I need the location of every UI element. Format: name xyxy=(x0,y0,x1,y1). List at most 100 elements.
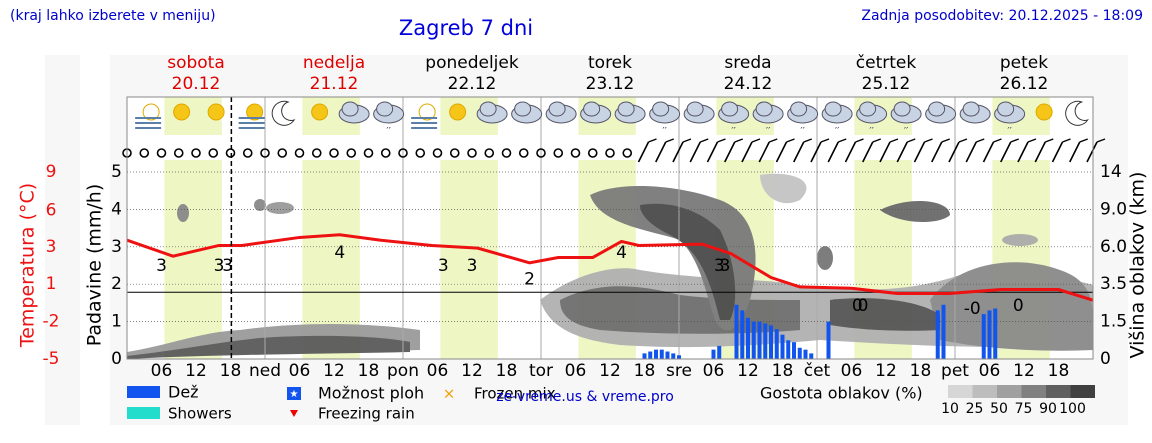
wind-barb xyxy=(889,138,899,143)
precip-bar xyxy=(774,329,779,359)
rain-icon: ′′ xyxy=(386,126,391,137)
cloud-legend-swatch xyxy=(1046,385,1071,398)
cloud-icon xyxy=(583,101,601,117)
wind-barb xyxy=(844,141,857,163)
precip-bar xyxy=(797,347,802,359)
calm-wind xyxy=(225,148,236,158)
calm-wind xyxy=(294,148,305,158)
cloud-height-axis-title: Višina oblakov (km) xyxy=(1127,172,1149,359)
legend-label: Možnost ploh xyxy=(318,384,424,403)
precip-bar xyxy=(780,334,785,359)
calm-wind xyxy=(553,148,564,158)
calm-wind xyxy=(277,148,288,158)
sun-icon xyxy=(207,103,225,121)
legend-swatch xyxy=(127,386,160,398)
wind-barb xyxy=(803,138,812,143)
cloud-area xyxy=(830,298,940,331)
wind-barb xyxy=(1027,138,1037,143)
daylight-band xyxy=(440,160,498,359)
temperature-label: 3 xyxy=(222,256,233,276)
cloud-legend-title: Gostota oblakov (%) xyxy=(760,384,923,403)
x-tick-label: 18 xyxy=(358,361,380,381)
precip-bar xyxy=(792,342,796,359)
x-tick-label: 18 xyxy=(1048,361,1070,381)
x-tick-label: čet xyxy=(804,361,831,381)
x-tick-label: sre xyxy=(666,361,692,381)
x-tick-label: 06 xyxy=(703,361,725,381)
x-tick-label: 06 xyxy=(427,361,449,381)
precip-bar xyxy=(648,351,653,359)
cloud-legend-label: 75 xyxy=(1015,401,1033,417)
sun-icon xyxy=(449,103,467,121)
wind-barb xyxy=(838,138,847,143)
precip-bar xyxy=(769,325,773,359)
wind-barb xyxy=(976,138,985,143)
plot-frame xyxy=(126,96,1094,360)
temperature-label: -0 xyxy=(964,299,981,319)
y-tick-label: 4 xyxy=(111,199,122,219)
x-tick-label: 12 xyxy=(875,361,897,381)
precip-bar xyxy=(677,355,681,359)
temperature-label: 3 xyxy=(720,256,731,276)
cloud-area xyxy=(760,173,807,204)
y2-tick-label: 14 xyxy=(1100,162,1122,182)
y2-tick-label: 1.5 xyxy=(1100,312,1127,332)
x-tick-label: 06 xyxy=(979,361,1001,381)
rain-icon: ′′ xyxy=(904,126,909,137)
wind-barb xyxy=(958,138,968,143)
precip-bar xyxy=(746,317,750,359)
wind-barb xyxy=(706,141,719,163)
cloud-icon xyxy=(859,101,877,117)
wind-barb xyxy=(941,138,950,143)
x-tick-label: ned xyxy=(249,361,281,381)
y-tick-label: 2 xyxy=(111,274,122,294)
cloud-icon xyxy=(341,101,359,117)
cloud-legend-swatch xyxy=(1070,385,1095,398)
cloud-legend-swatch xyxy=(1021,385,1046,398)
cloud-icon xyxy=(755,101,773,117)
legend-marker: × xyxy=(443,385,456,403)
calm-wind xyxy=(156,148,167,158)
wind-barb xyxy=(993,138,1002,143)
day-name: sobota xyxy=(167,53,225,73)
temperature-tick-label: 3 xyxy=(46,237,57,257)
cloud-icon xyxy=(824,101,842,117)
x-tick-label: 18 xyxy=(772,361,794,381)
cloud-icon xyxy=(893,101,911,117)
x-tick-label: 06 xyxy=(289,361,311,381)
wind-barb xyxy=(769,138,778,143)
day-name: petek xyxy=(1000,53,1048,73)
wind-barb xyxy=(1079,138,1088,143)
day-date: 25.12 xyxy=(862,74,911,94)
cloud-legend-label: 50 xyxy=(990,401,1008,417)
calm-wind xyxy=(346,148,357,158)
day-name: nedelja xyxy=(303,53,365,73)
rain-icon: ′′ xyxy=(731,126,736,137)
temperature-tick-label: -5 xyxy=(43,349,60,369)
day-name: sreda xyxy=(724,53,771,73)
temperature-axis-title: Temperatura (°C) xyxy=(17,183,39,348)
wind-barb xyxy=(855,138,864,143)
rain-icon: ′′ xyxy=(766,126,771,137)
wind-barb xyxy=(907,138,916,143)
cloud-icon xyxy=(514,101,532,117)
precip-bar xyxy=(757,321,762,359)
cloud-area xyxy=(817,246,833,270)
wind-barb xyxy=(637,141,650,163)
sun-icon xyxy=(1035,103,1053,121)
x-tick-label: pet xyxy=(941,361,969,381)
wind-barb xyxy=(786,138,795,143)
y-tick-label: 0 xyxy=(111,349,122,369)
legend-label: Freezing rain xyxy=(318,405,415,423)
x-tick-label: 12 xyxy=(323,361,345,381)
legend-label: Frozen mix xyxy=(474,385,556,403)
rain-icon: ′′ xyxy=(662,126,667,137)
calm-wind xyxy=(570,148,581,158)
day-date: 23.12 xyxy=(586,74,635,94)
x-tick-label: 12 xyxy=(185,361,207,381)
day-date: 22.12 xyxy=(448,74,497,94)
legend-marker xyxy=(290,410,298,417)
precip-bar xyxy=(935,310,940,359)
legend-swatch xyxy=(127,407,160,419)
precip-bar xyxy=(734,304,739,359)
